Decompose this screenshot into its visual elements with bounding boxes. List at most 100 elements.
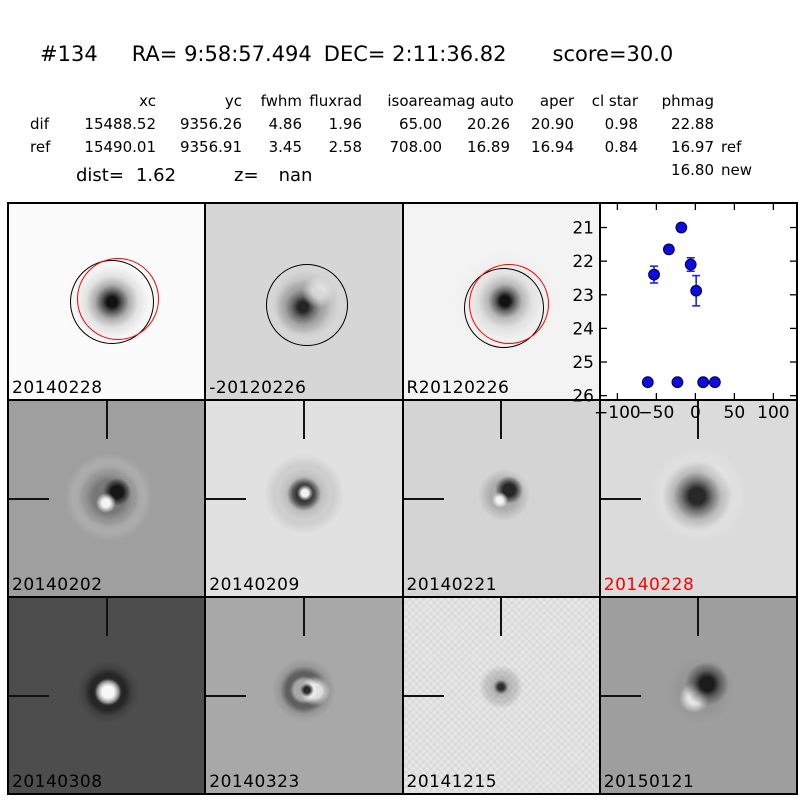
table-cell [510, 159, 574, 182]
table-cell: 9356.91 [179, 138, 242, 156]
svg-text:24: 24 [572, 319, 594, 339]
svg-text:23: 23 [572, 286, 594, 306]
aperture-circle-black [266, 264, 349, 346]
measurements-table: xc yc fwhm fluxrad isoarea mag auto aper cl sta… [16, 90, 766, 182]
cutout-label: R20120226 [406, 378, 510, 398]
table-cell: 3.45 [268, 138, 302, 156]
table-cell: 16.80 [671, 161, 714, 179]
cutout-label: 20140228 [12, 378, 103, 398]
svg-text:25: 25 [572, 353, 594, 373]
crosshair-tick-top [697, 401, 700, 439]
cutout-epoch-image: 20150121 [599, 597, 797, 794]
z-label: z= [234, 165, 259, 186]
aperture-circle-red [468, 264, 549, 344]
table-cell: 16.97 [671, 138, 714, 156]
table-cell: ref [30, 138, 51, 156]
crosshair-tick-top [302, 401, 305, 439]
svg-text:0: 0 [690, 403, 701, 423]
table-cell [714, 113, 766, 136]
cutout-reference-image: R20120226 [402, 203, 600, 400]
score-value: score=30.0 [552, 42, 674, 66]
crosshair-tick-left [206, 497, 247, 500]
table-header-cell: isoarea [387, 92, 442, 110]
table-header-cell: mag auto [442, 92, 514, 110]
table-cell: 22.88 [671, 115, 714, 133]
table-header-cell: phmag [661, 92, 714, 110]
table-cell: 2.58 [328, 138, 362, 156]
table-cell: ref [721, 138, 742, 156]
cutout-label: 20150121 [603, 772, 695, 792]
table-cell: new [721, 161, 753, 179]
crosshair-tick-left [403, 694, 444, 697]
cutout-epoch-image: 20140323 [205, 597, 403, 794]
table-header-cell [16, 90, 52, 113]
svg-text:−50: −50 [638, 403, 674, 423]
cutout-label: 20140228 [603, 575, 695, 595]
table-cell [16, 159, 52, 182]
aperture-circle-red [77, 258, 159, 340]
cutout-label: 20140323 [209, 772, 300, 792]
cutout-label: -20120226 [209, 378, 307, 398]
crosshair-tick-top [500, 598, 503, 636]
crosshair-tick-left [600, 694, 641, 697]
table-cell [574, 159, 638, 182]
dist-label: dist= [76, 165, 124, 186]
cutout-label: 20141215 [406, 772, 498, 792]
crosshair-tick-top [697, 598, 700, 636]
cutout-label: 20140221 [406, 575, 498, 595]
cutout-epoch-image-highlighted: 20140228 [599, 400, 797, 597]
crosshair-tick-top [500, 401, 503, 439]
dist-line: dist= 1.62 z= nan [76, 165, 312, 186]
table-header-cell: xc [139, 92, 156, 110]
svg-text:−100: −100 [594, 403, 641, 423]
table-header-cell [714, 90, 766, 113]
svg-text:22: 22 [572, 252, 594, 272]
table-cell: 1.96 [328, 115, 362, 133]
table-cell: 15490.01 [84, 138, 156, 156]
cutout-epoch-image: 20140221 [402, 400, 600, 597]
table-header-cell: fluxrad [309, 92, 362, 110]
table-cell: 15488.52 [84, 115, 156, 133]
crosshair-tick-left [600, 497, 641, 500]
cutout-label: 20140308 [12, 772, 103, 792]
svg-text:21: 21 [572, 219, 594, 239]
dec-value: DEC= 2:11:36.82 [323, 42, 507, 66]
lightcurve-plot: −100 −50 0 50 100 21 22 23 24 25 26 [572, 203, 797, 423]
z-value: nan [278, 165, 313, 186]
lightcurve-svg: −100−50 0 50 100 21 22 23 24 25 26 [572, 204, 796, 423]
crosshair-tick-left [9, 497, 49, 500]
table-cell: dif [30, 115, 49, 133]
crosshair-tick-left [206, 694, 247, 697]
page-title: #134 RA= 9:58:57.494 DEC= 2:11:36.82 sco… [40, 42, 673, 66]
cutout-difference-image: -20120226 [205, 203, 403, 400]
cutout-epoch-image: 20140202 [8, 400, 206, 597]
crosshair-tick-top [105, 401, 108, 439]
table-cell: 20.26 [467, 115, 510, 133]
table-header-cell: aper [539, 92, 574, 110]
svg-text:100: 100 [757, 403, 789, 423]
dist-value: 1.62 [135, 165, 177, 186]
table-header-cell: yc [224, 92, 242, 110]
cutout-new-image: 20140228 [8, 203, 206, 400]
svg-text:26: 26 [572, 387, 594, 407]
table-cell: 4.86 [268, 115, 302, 133]
table-cell: 0.98 [604, 115, 638, 133]
table-cell [442, 159, 510, 182]
crosshair-tick-top [105, 598, 108, 636]
crosshair-tick-left [403, 497, 444, 500]
table-header-cell: fwhm [260, 92, 302, 110]
table-cell: 0.84 [604, 138, 638, 156]
candidate-id: #134 [40, 42, 98, 66]
cutout-grid: 20140228 -20120226 R20120226 −100 −50 0 50 1… [7, 202, 798, 795]
crosshair-tick-top [302, 598, 305, 636]
cutout-epoch-image: 20140209 [205, 400, 403, 597]
cutout-epoch-image: 20140308 [8, 597, 206, 794]
svg-text:50: 50 [723, 403, 745, 423]
cutout-label: 20140202 [12, 575, 103, 595]
table-cell: 20.90 [531, 115, 574, 133]
table-cell [362, 159, 442, 182]
table-cell: 16.94 [531, 138, 574, 156]
cutout-epoch-image: 20141215 [402, 597, 600, 794]
table-cell: 16.89 [467, 138, 510, 156]
